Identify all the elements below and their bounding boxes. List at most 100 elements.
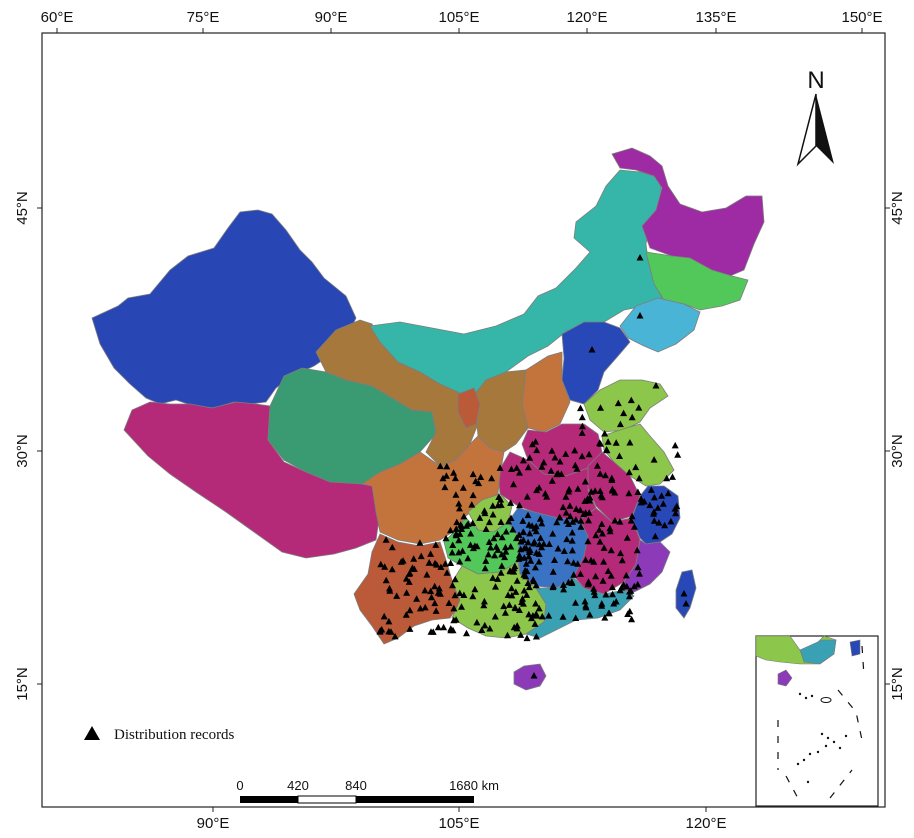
distribution-record-marker (669, 473, 676, 480)
distribution-record-marker (436, 590, 444, 597)
distribution-record-marker (467, 530, 475, 537)
distribution-record-marker (405, 578, 413, 585)
distribution-record-marker (511, 562, 519, 570)
distribution-record-marker (562, 450, 570, 457)
distribution-record-marker (451, 575, 459, 583)
distribution-record-marker (650, 493, 658, 501)
distribution-record-marker (554, 545, 562, 552)
distribution-record-marker (636, 312, 644, 319)
distribution-record-marker (606, 524, 614, 532)
distribution-record-marker (627, 396, 635, 404)
distribution-record-marker (531, 620, 539, 627)
distribution-record-marker (549, 582, 557, 589)
distribution-record-marker (616, 518, 624, 525)
distribution-record-marker (538, 612, 546, 620)
distribution-record-marker (551, 454, 559, 461)
distribution-record-marker (586, 611, 594, 618)
distribution-record-marker (535, 484, 543, 491)
distribution-record-marker (519, 517, 527, 524)
distribution-record-marker (608, 476, 616, 483)
region-shandong (583, 379, 669, 433)
distribution-record-marker (463, 522, 470, 529)
distribution-record-marker (563, 535, 571, 543)
distribution-record-marker (478, 626, 486, 633)
distribution-record-marker (445, 599, 453, 606)
distribution-record-marker (506, 567, 514, 574)
distribution-record-marker (556, 458, 564, 465)
right-tick-label: 15°N (889, 667, 906, 701)
distribution-record-marker (455, 536, 463, 544)
distribution-record-marker (672, 509, 680, 517)
distribution-record-marker (447, 559, 455, 566)
distribution-record-marker (388, 543, 396, 551)
distribution-record-marker (588, 346, 596, 353)
distribution-record-marker (547, 467, 555, 474)
region-sichuan (360, 435, 505, 545)
distribution-record-marker (502, 543, 509, 551)
distribution-record-marker (555, 514, 563, 521)
distribution-record-marker (449, 581, 456, 589)
distribution-record-marker (570, 559, 578, 566)
provinces (91, 147, 765, 691)
distribution-record-marker (565, 520, 572, 527)
distribution-record-marker (578, 452, 586, 460)
right-tick-label: 45°N (889, 191, 906, 225)
distribution-record-marker (597, 440, 604, 447)
distribution-record-marker (467, 541, 474, 548)
distribution-record-marker (481, 564, 489, 572)
distribution-record-marker (463, 629, 470, 637)
distribution-record-marker (587, 556, 595, 564)
distribution-record-marker (423, 571, 431, 578)
distribution-record-marker (566, 512, 574, 520)
distribution-record-marker (442, 534, 450, 542)
distribution-record-marker (451, 591, 459, 599)
distribution-record-marker (431, 559, 439, 567)
distribution-markers (376, 254, 690, 679)
distribution-record-marker (496, 464, 504, 471)
distribution-record-marker (526, 546, 533, 553)
scale-tick-label: 0 (236, 778, 243, 793)
distribution-record-marker (608, 583, 616, 591)
distribution-record-marker (598, 520, 606, 527)
distribution-record-marker (452, 491, 460, 498)
scale-tick-label: 1680 km (449, 778, 499, 793)
distribution-record-marker (532, 600, 540, 607)
distribution-record-marker (526, 454, 534, 461)
scale-tick-label: 420 (287, 778, 309, 793)
distribution-record-marker (524, 538, 532, 546)
distribution-record-marker (413, 595, 421, 602)
distribution-record-marker (671, 441, 679, 449)
distribution-record-marker (490, 534, 498, 542)
distribution-record-marker (618, 556, 626, 564)
bottom-tick-label: 120°E (685, 815, 726, 832)
legend-marker-icon (84, 726, 100, 740)
distribution-record-marker (448, 549, 456, 556)
distribution-record-marker (460, 512, 468, 520)
distribution-record-marker (530, 577, 538, 585)
distribution-record-marker (530, 538, 538, 545)
distribution-record-marker (574, 560, 582, 567)
distribution-record-marker (434, 623, 442, 631)
south-china-sea-inset (755, 635, 879, 807)
distribution-record-marker (592, 531, 600, 539)
distribution-record-marker (593, 462, 601, 469)
distribution-record-marker (572, 599, 579, 606)
distribution-record-marker (520, 571, 528, 578)
top-axis (56, 28, 863, 33)
distribution-record-marker (630, 523, 638, 530)
distribution-record-marker (616, 420, 624, 428)
distribution-record-marker (482, 557, 490, 564)
distribution-record-marker (512, 588, 520, 595)
distribution-record-marker (625, 489, 633, 497)
distribution-record-marker (663, 474, 671, 482)
distribution-record-marker (581, 597, 589, 605)
distribution-record-marker (600, 558, 608, 565)
distribution-record-marker (460, 591, 468, 598)
distribution-record-marker (598, 602, 606, 609)
distribution-record-marker (485, 518, 493, 526)
distribution-record-marker (528, 440, 536, 448)
distribution-record-marker (525, 521, 533, 528)
left-tick-label: 30°N (14, 434, 31, 468)
distribution-record-marker (651, 532, 659, 540)
